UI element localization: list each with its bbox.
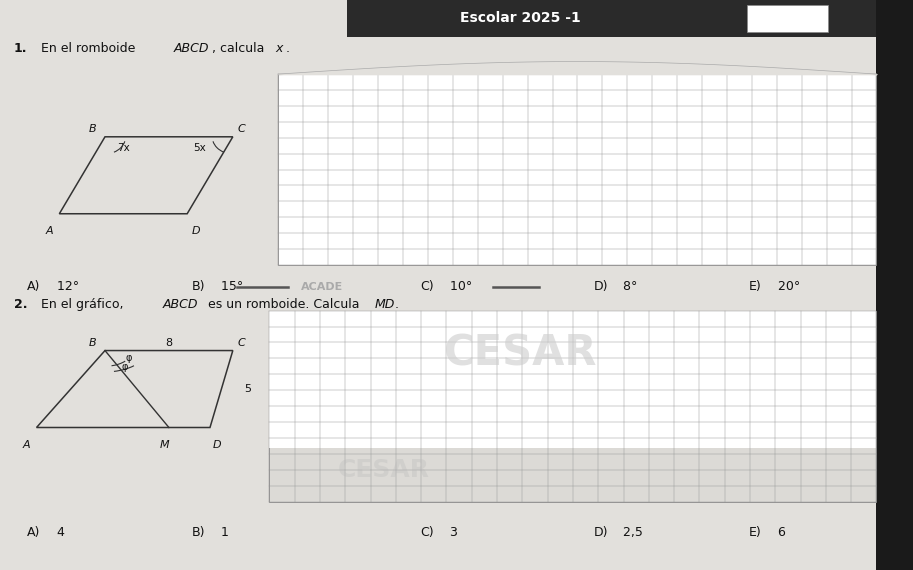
Text: A: A xyxy=(46,226,53,237)
FancyBboxPatch shape xyxy=(0,0,876,570)
Text: ABCD: ABCD xyxy=(173,42,209,55)
Text: 1: 1 xyxy=(217,527,229,539)
Text: C): C) xyxy=(420,527,434,539)
Text: C): C) xyxy=(420,280,434,293)
Text: M: M xyxy=(160,440,170,450)
Text: 10°: 10° xyxy=(446,280,472,293)
Text: CESAR: CESAR xyxy=(444,332,597,374)
Text: D: D xyxy=(192,226,200,237)
Text: A): A) xyxy=(27,280,41,293)
Text: B): B) xyxy=(192,527,205,539)
Text: A: A xyxy=(23,440,30,450)
Text: 20°: 20° xyxy=(774,280,801,293)
Text: En el gráfico,: En el gráfico, xyxy=(41,299,128,311)
Text: 7x: 7x xyxy=(117,143,130,153)
Text: C: C xyxy=(237,337,245,348)
Text: φ: φ xyxy=(121,363,128,373)
Text: 15°: 15° xyxy=(217,280,244,293)
Text: B): B) xyxy=(192,280,205,293)
Text: B: B xyxy=(89,337,96,348)
Text: φ: φ xyxy=(125,353,131,363)
Text: E): E) xyxy=(749,527,761,539)
Text: , calcula: , calcula xyxy=(212,42,268,55)
Text: E): E) xyxy=(749,280,761,293)
Text: D): D) xyxy=(593,280,608,293)
Text: A): A) xyxy=(27,527,41,539)
Text: ACADE: ACADE xyxy=(301,282,343,292)
Text: 8°: 8° xyxy=(619,280,637,293)
Text: x: x xyxy=(276,42,283,55)
Text: B: B xyxy=(89,124,96,134)
Text: CESAR: CESAR xyxy=(338,458,429,482)
Text: ABCD: ABCD xyxy=(163,299,198,311)
Text: D): D) xyxy=(593,527,608,539)
Text: En el romboide: En el romboide xyxy=(41,42,140,55)
Text: 5: 5 xyxy=(244,384,251,394)
Text: 2.: 2. xyxy=(14,299,27,311)
FancyBboxPatch shape xyxy=(269,311,876,448)
FancyBboxPatch shape xyxy=(876,0,913,570)
Text: .: . xyxy=(394,299,398,311)
Text: 5x: 5x xyxy=(194,143,206,153)
Text: .: . xyxy=(286,42,289,55)
Text: 12°: 12° xyxy=(53,280,79,293)
Text: 3: 3 xyxy=(446,527,457,539)
FancyBboxPatch shape xyxy=(747,5,828,32)
Text: 6: 6 xyxy=(774,527,786,539)
Text: Escolar 2025 -1: Escolar 2025 -1 xyxy=(460,11,581,25)
Text: D: D xyxy=(213,440,221,450)
Text: 8: 8 xyxy=(165,338,173,348)
FancyBboxPatch shape xyxy=(278,74,876,265)
Text: 1.: 1. xyxy=(14,42,27,55)
FancyBboxPatch shape xyxy=(269,311,876,502)
Text: C: C xyxy=(237,124,245,134)
FancyBboxPatch shape xyxy=(347,0,876,37)
Text: 2,5: 2,5 xyxy=(619,527,643,539)
Text: 4: 4 xyxy=(53,527,65,539)
Text: es un romboide. Calcula: es un romboide. Calcula xyxy=(204,299,363,311)
Text: MD: MD xyxy=(374,299,394,311)
